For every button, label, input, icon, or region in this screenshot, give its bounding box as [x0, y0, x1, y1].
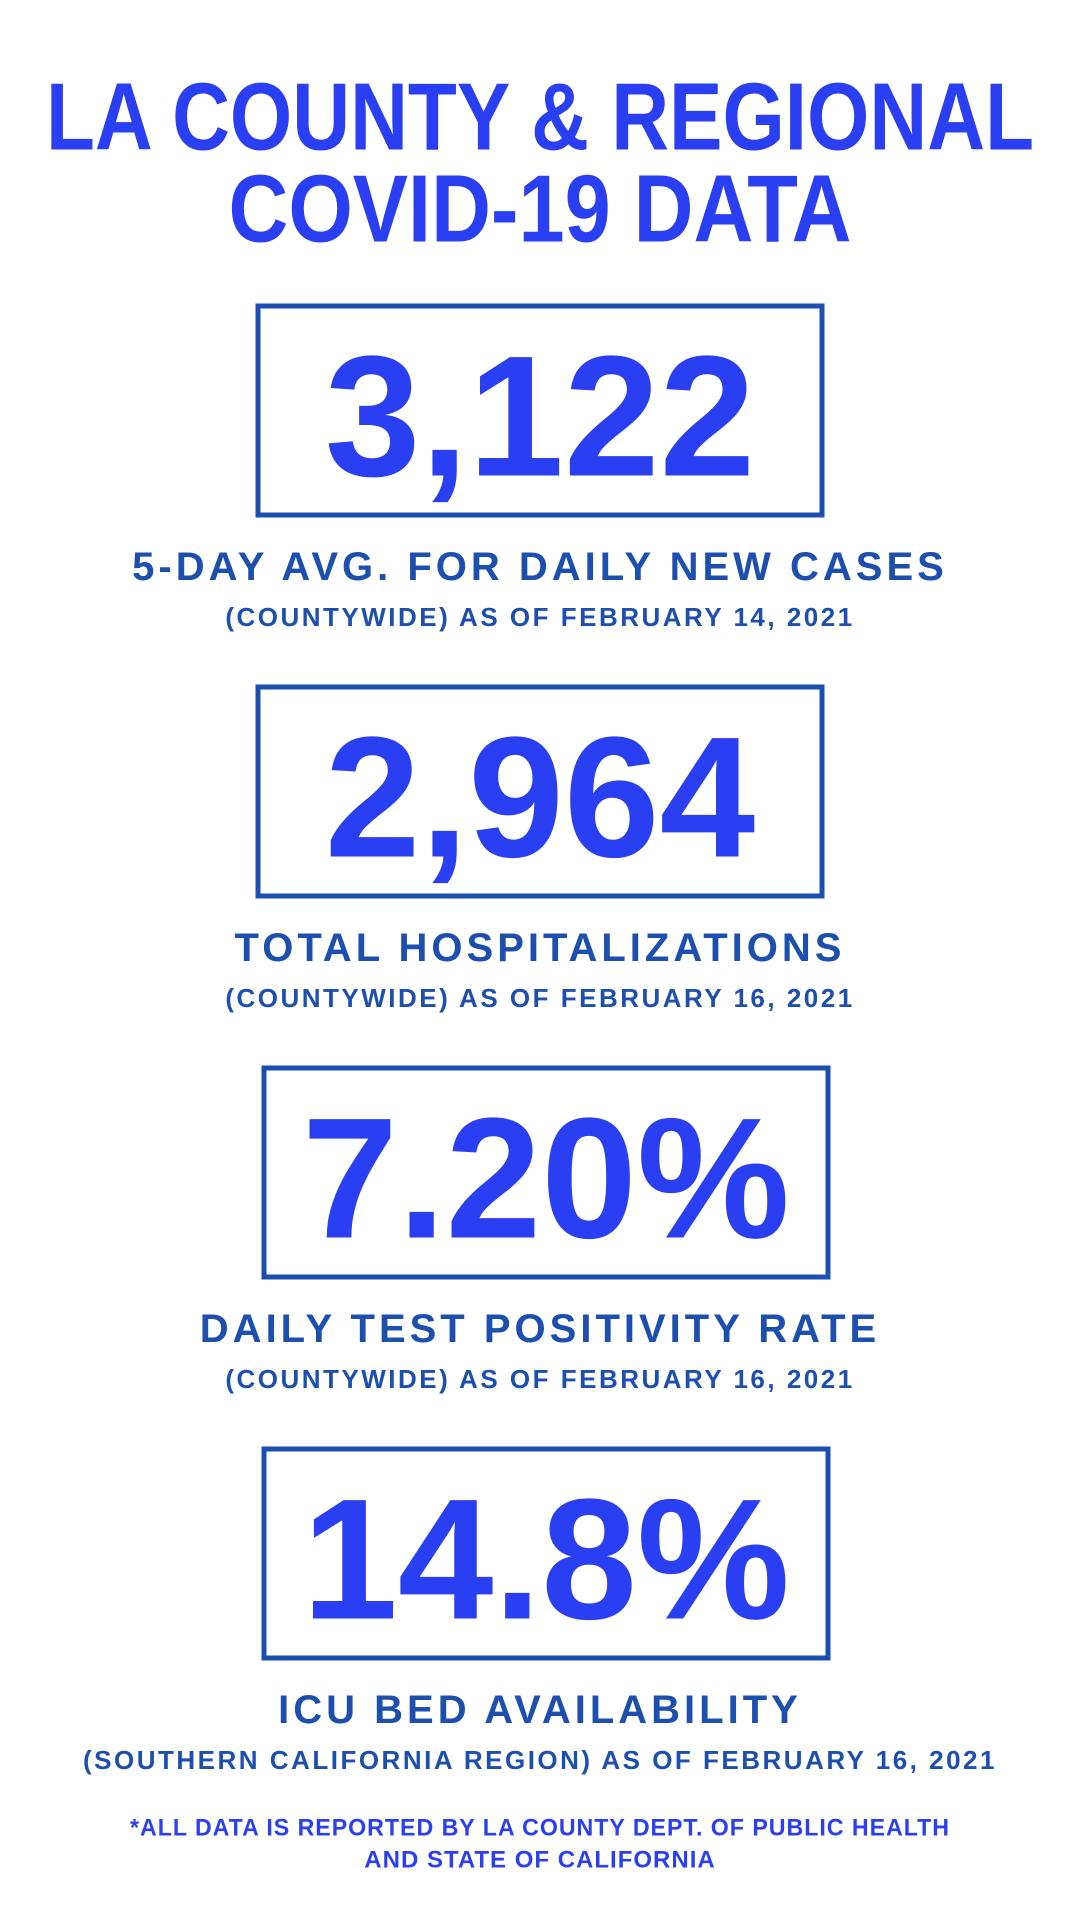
stat-note: (COUNTYWIDE) AS OF FEBRUARY 16, 2021	[225, 983, 854, 1013]
stat-label: 5-DAY AVG. FOR DAILY NEW CASES	[132, 545, 948, 589]
footnote: AND STATE OF CALIFORNIA	[364, 1847, 715, 1874]
stat-box	[255, 303, 825, 518]
stat-box	[261, 1446, 831, 1661]
stat-note: (COUNTYWIDE) AS OF FEBRUARY 16, 2021	[225, 1364, 854, 1394]
stat-label: ICU BED AVAILABILITY	[278, 1688, 802, 1732]
footnote: *ALL DATA IS REPORTED BY LA COUNTY DEPT.…	[130, 1815, 950, 1842]
stat-note: (COUNTYWIDE) AS OF FEBRUARY 14, 2021	[225, 602, 854, 632]
stat-value: 7.20%	[302, 1083, 790, 1275]
stat-value: 14.8%	[302, 1464, 790, 1656]
stat-label: TOTAL HOSPITALIZATIONS	[235, 926, 846, 970]
title-line: COVID-19 DATA	[229, 156, 852, 263]
stat-box	[255, 684, 825, 899]
stat-box	[261, 1065, 831, 1280]
title-line: LA COUNTY & REGIONAL	[46, 64, 1034, 171]
stat-value: 2,964	[325, 702, 755, 894]
stat-note: (SOUTHERN CALIFORNIA REGION) AS OF FEBRU…	[83, 1745, 997, 1775]
stat-label: DAILY TEST POSITIVITY RATE	[200, 1307, 880, 1351]
stat-value: 3,122	[325, 321, 755, 513]
